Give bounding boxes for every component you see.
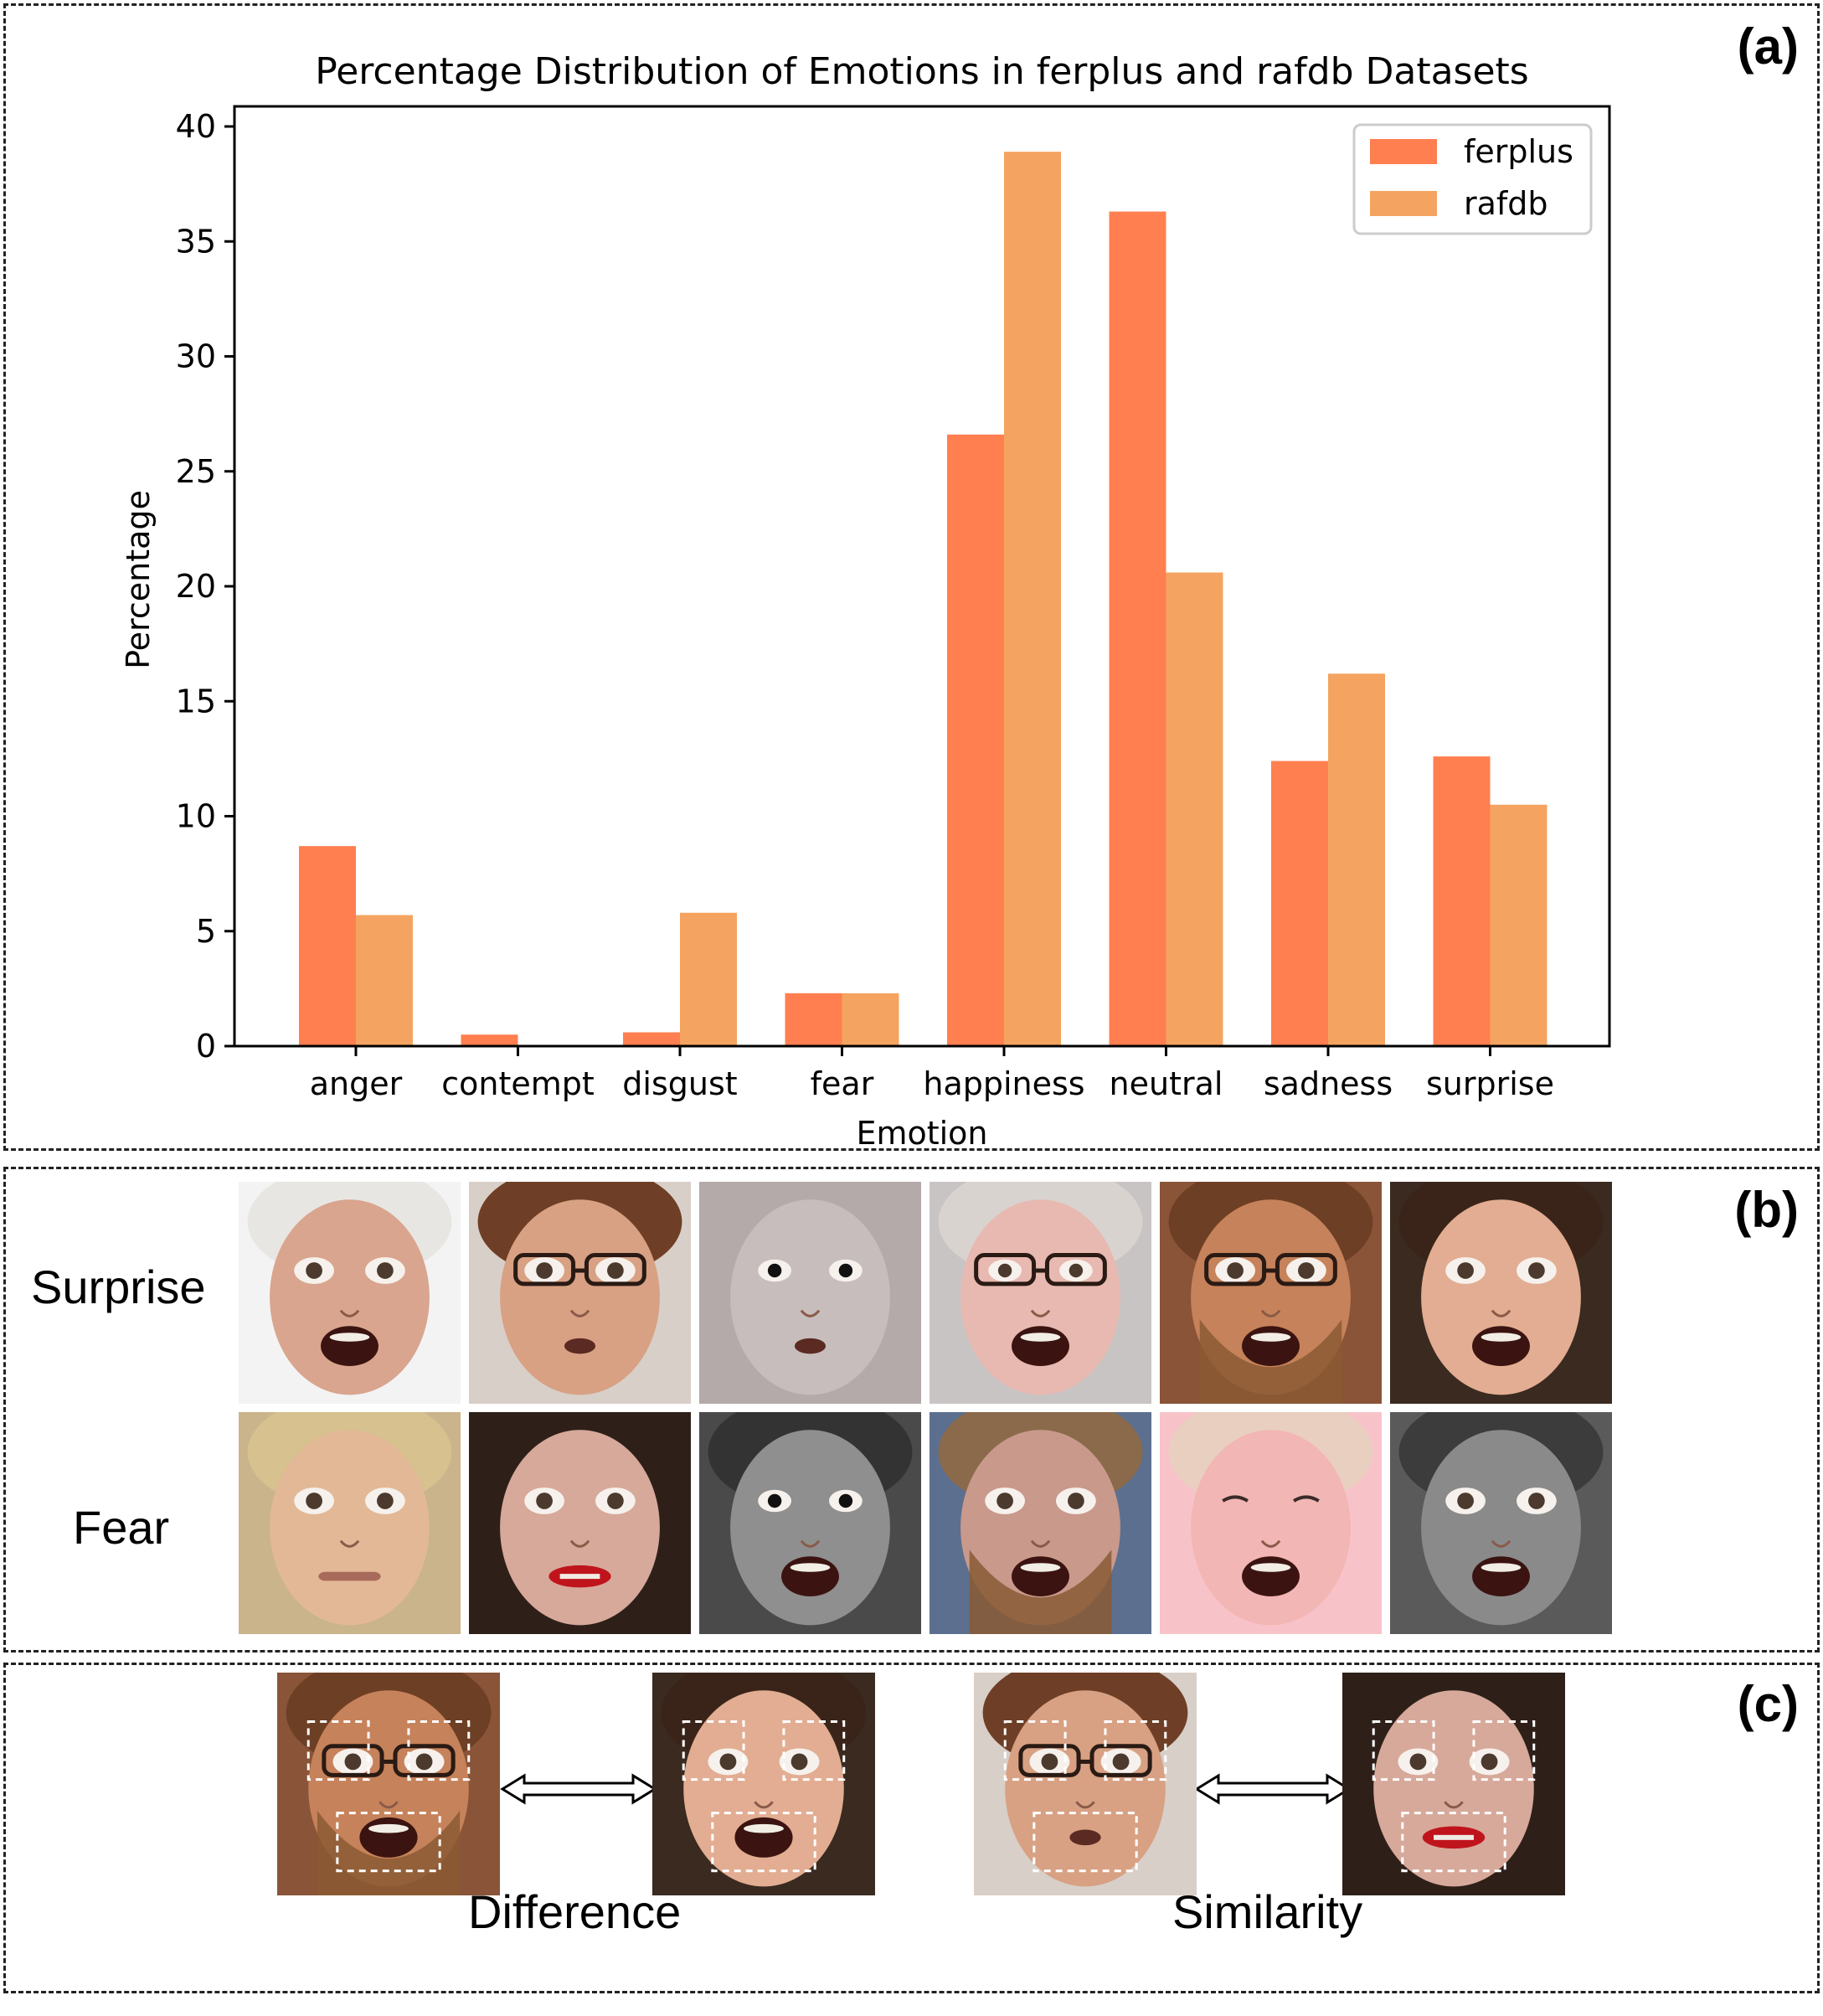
legend-swatch-rafdb bbox=[1370, 191, 1437, 216]
x-tick-label-neutral: neutral bbox=[1110, 1065, 1223, 1102]
x-tick-label-anger: anger bbox=[310, 1065, 403, 1102]
x-tick-label-sadness: sadness bbox=[1264, 1065, 1393, 1102]
bar-rafdb-disgust bbox=[680, 912, 737, 1046]
bar-ferplus-disgust bbox=[623, 1032, 680, 1046]
surprise-face-image-5 bbox=[1160, 1182, 1382, 1404]
legend: ferplus rafdb bbox=[1352, 123, 1593, 235]
y-tick-label: 40 bbox=[176, 108, 216, 145]
panel-b: (b) Surprise Fear bbox=[3, 1167, 1820, 1653]
y-axis-label: Percentage bbox=[120, 490, 157, 669]
caption-similarity: Similarity bbox=[1172, 1885, 1363, 1938]
bar-rafdb-fear bbox=[842, 993, 899, 1046]
chart-title: Percentage Distribution of Emotions in f… bbox=[315, 50, 1528, 93]
bar-rafdb-anger bbox=[356, 915, 413, 1046]
bar-ferplus-surprise bbox=[1433, 756, 1491, 1046]
panel-c-label: (c) bbox=[1737, 1676, 1799, 1732]
bar-ferplus-sadness bbox=[1271, 761, 1328, 1046]
panel-c: (c) Difference Similarity bbox=[3, 1663, 1820, 1993]
fear-face-image-2 bbox=[469, 1412, 691, 1634]
x-tick-label-disgust: disgust bbox=[622, 1065, 737, 1102]
bar-chart: Percentage Distribution of Emotions in f… bbox=[120, 50, 1611, 1152]
panel-a-label: (a) bbox=[1737, 18, 1799, 75]
bar-rafdb-surprise bbox=[1490, 804, 1547, 1046]
surprise-face-image-3 bbox=[699, 1182, 921, 1404]
x-tick-label-fear: fear bbox=[811, 1065, 874, 1102]
comparison-face-image-2 bbox=[652, 1673, 875, 1895]
y-axis: 0 5 10 15 20 25 30 35 40 bbox=[176, 108, 234, 1065]
x-axis: anger contempt disgust fear happiness neutral… bbox=[310, 1046, 1554, 1102]
comparison-face-image-1 bbox=[277, 1673, 500, 1895]
x-axis-label: Emotion bbox=[856, 1115, 987, 1152]
legend-label-ferplus: ferplus bbox=[1464, 133, 1573, 170]
bar-ferplus-happiness bbox=[947, 434, 1004, 1046]
bar-ferplus-neutral bbox=[1109, 211, 1166, 1046]
y-tick-label: 35 bbox=[176, 223, 216, 260]
bars-layer bbox=[299, 152, 1547, 1046]
comparison-face-image-4 bbox=[1342, 1673, 1565, 1895]
panel-a: (a) bbox=[3, 3, 1820, 1151]
surprise-face-image-1 bbox=[239, 1182, 461, 1404]
panel-b-label: (b) bbox=[1734, 1182, 1799, 1238]
row-label-surprise: Surprise bbox=[31, 1261, 206, 1313]
bar-rafdb-sadness bbox=[1328, 673, 1385, 1046]
row-label-fear: Fear bbox=[73, 1501, 170, 1554]
x-tick-label-surprise: surprise bbox=[1426, 1065, 1554, 1102]
bar-ferplus-anger bbox=[299, 846, 356, 1046]
x-tick-label-happiness: happiness bbox=[923, 1065, 1084, 1102]
caption-difference: Difference bbox=[468, 1885, 682, 1938]
double-arrow-similarity bbox=[1194, 1773, 1352, 1805]
surprise-face-image-4 bbox=[930, 1182, 1151, 1404]
fear-face-image-1 bbox=[239, 1412, 461, 1634]
x-tick-label-contempt: contempt bbox=[441, 1065, 595, 1102]
surprise-face-image-6 bbox=[1390, 1182, 1612, 1404]
fear-face-image-6 bbox=[1390, 1412, 1612, 1634]
fear-face-image-5 bbox=[1160, 1412, 1382, 1634]
legend-label-rafdb: rafdb bbox=[1464, 185, 1548, 222]
y-tick-label: 25 bbox=[176, 453, 216, 490]
double-arrow-difference bbox=[500, 1773, 657, 1805]
fear-face-image-3 bbox=[699, 1412, 921, 1634]
y-tick-label: 15 bbox=[176, 683, 216, 719]
legend-swatch-ferplus bbox=[1370, 139, 1437, 164]
bar-ferplus-fear bbox=[785, 993, 842, 1046]
y-tick-label: 20 bbox=[176, 568, 216, 605]
surprise-face-image-2 bbox=[469, 1182, 691, 1404]
comparison-face-image-3 bbox=[974, 1673, 1197, 1895]
fear-face-image-4 bbox=[930, 1412, 1151, 1634]
y-tick-label: 10 bbox=[176, 798, 216, 835]
bar-ferplus-contempt bbox=[461, 1034, 518, 1046]
y-tick-label: 0 bbox=[196, 1028, 216, 1065]
plot-frame bbox=[233, 105, 1611, 1048]
bar-rafdb-neutral bbox=[1166, 572, 1223, 1046]
y-tick-label: 5 bbox=[196, 913, 216, 950]
bar-rafdb-happiness bbox=[1004, 152, 1061, 1046]
y-tick-label: 30 bbox=[176, 338, 216, 375]
